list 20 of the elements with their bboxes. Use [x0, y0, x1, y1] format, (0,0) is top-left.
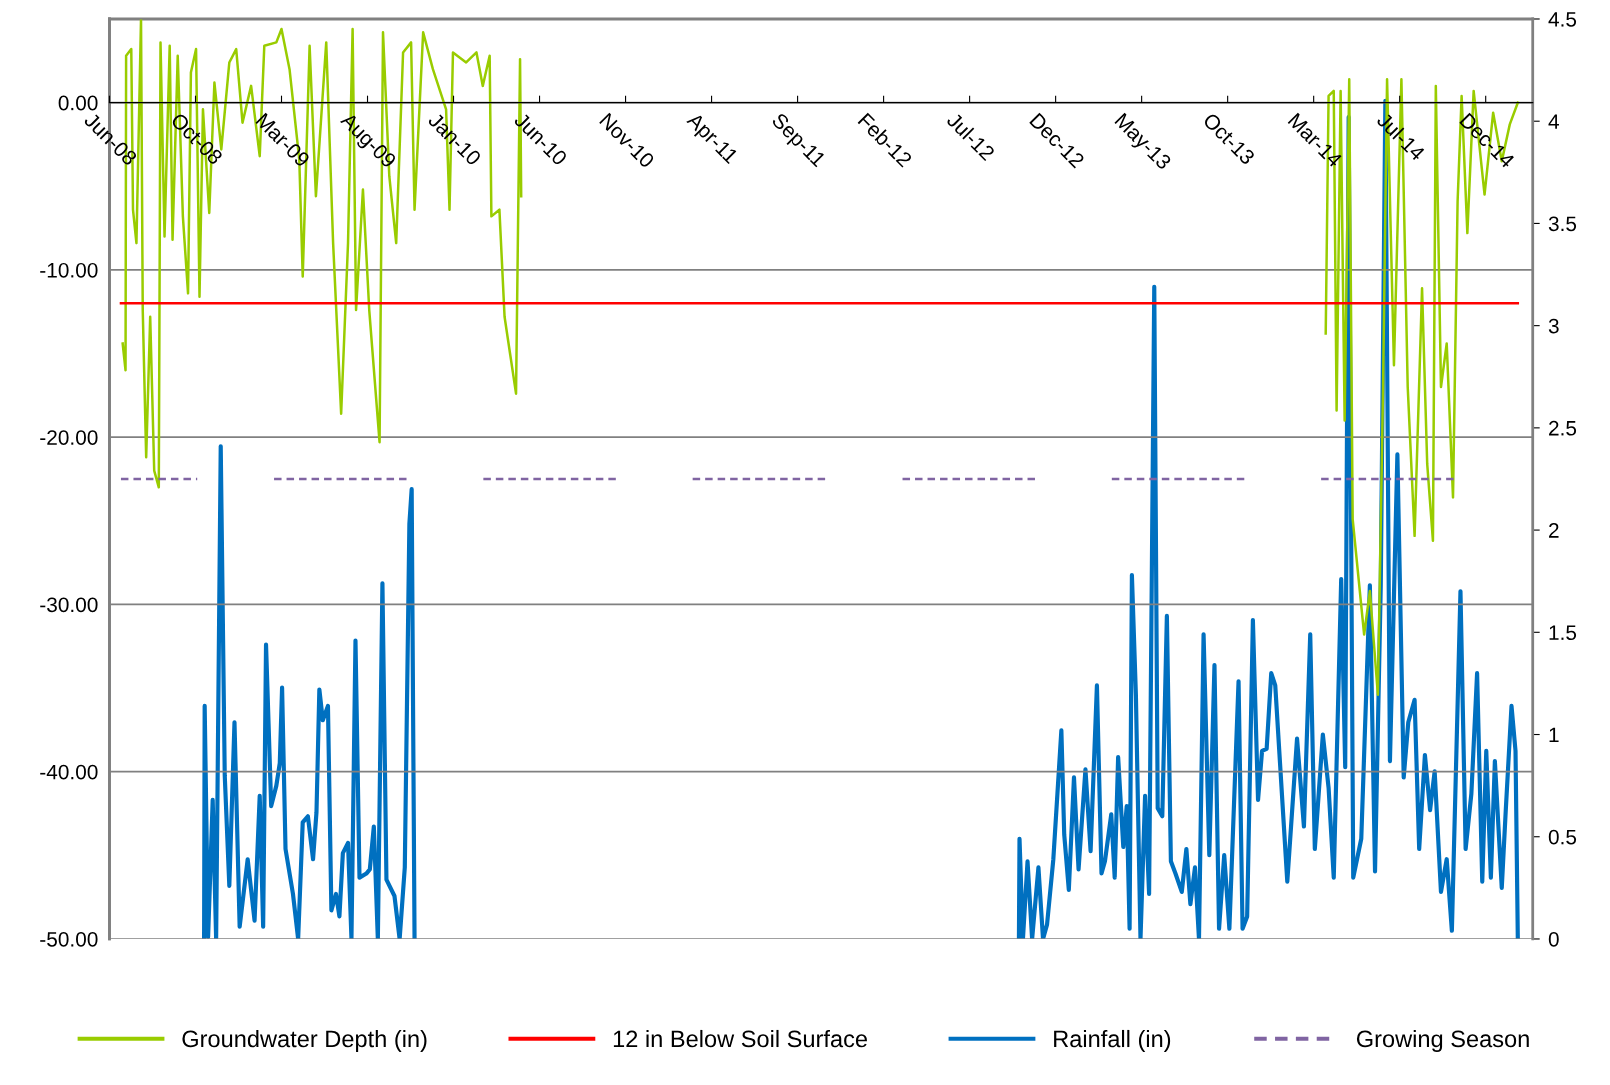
y2-tick-label: 0: [1548, 931, 1559, 947]
y-tick-label: -20.00: [40, 430, 98, 445]
y2-tick-label: 2.5: [1549, 420, 1577, 436]
y-tick-label: -40.00: [40, 764, 98, 780]
y2-tick-label: 1.5: [1549, 625, 1577, 641]
y2-tick-label: 4: [1548, 114, 1559, 129]
y2-tick-label: 1: [1549, 727, 1559, 743]
y2-tick-label: 2: [1549, 523, 1559, 538]
y2-tick-label: 3: [1548, 318, 1559, 334]
y2-tick-label: 0.5: [1548, 829, 1577, 845]
y-tick-label: 0.00: [58, 95, 98, 111]
legend-label: Groundwater Depth (in): [182, 1029, 427, 1052]
y-tick-label: -50.00: [40, 931, 98, 947]
y-tick-label: -10.00: [40, 262, 98, 278]
legend-label: 12 in Below Soil Surface: [613, 1029, 867, 1048]
y-tick-label: -30.00: [40, 597, 98, 613]
legend-label: Rainfall (in): [1054, 1029, 1171, 1052]
legend-label: Growing Season: [1356, 1029, 1529, 1052]
y2-tick-label: 4.5: [1548, 12, 1577, 27]
y2-tick-label: 3.5: [1548, 216, 1577, 232]
